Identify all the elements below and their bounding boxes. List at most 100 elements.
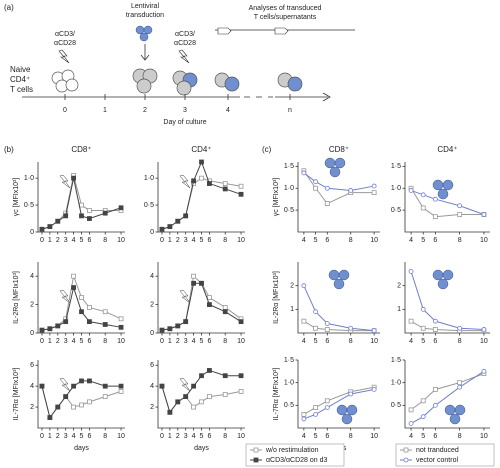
x-tick-label: 4 (192, 237, 196, 244)
chart-title: CD8⁺ (329, 145, 349, 154)
marker (191, 280, 196, 286)
x-tick-label: 2 (56, 237, 60, 244)
y-tick-label: 4 (30, 273, 34, 280)
x-tick-label: 1 (48, 433, 52, 440)
marker (79, 309, 84, 315)
marker (432, 318, 438, 324)
marker (87, 216, 92, 221)
legend-box (245, 443, 345, 467)
marker (87, 378, 92, 384)
x-tick-label: 6 (325, 237, 329, 244)
marker (301, 416, 307, 422)
x-tick-label: 3 (184, 237, 188, 244)
marker (222, 186, 228, 192)
x-tick-label: 5 (314, 237, 318, 244)
x-tick-label: 2 (176, 338, 180, 345)
y-tick-label: 2 (30, 301, 34, 308)
marker (55, 218, 61, 224)
marker (191, 178, 196, 184)
y-axis-label: γc [MFIx10³] (13, 178, 20, 217)
timeline-axis (22, 92, 331, 102)
arrow (140, 44, 150, 61)
x-tick-label: 3 (184, 338, 188, 345)
x-tick-label: 6 (325, 433, 329, 440)
x-tick-label: 1 (48, 338, 52, 345)
transduction-label: Lentiviral (131, 3, 159, 10)
panel-label: (c) (262, 145, 272, 154)
marker (420, 205, 426, 211)
marker (457, 203, 463, 209)
marker (39, 226, 45, 232)
marker (191, 383, 196, 389)
y-tick-label: 2 (30, 404, 34, 411)
panel-label: (a) (4, 3, 14, 12)
x-tick-label: 10 (370, 433, 378, 440)
cells (51, 68, 303, 96)
x-tick-label: 8 (103, 237, 107, 244)
day-label: 3 (183, 107, 187, 114)
naive-label: Naive (10, 65, 31, 74)
y-tick-label: 0 (150, 229, 154, 236)
x-tick-label: 8 (103, 433, 107, 440)
marker (222, 309, 228, 315)
y-tick-label: 0·5 (284, 402, 294, 409)
x-tick-label: 0 (160, 338, 164, 345)
marker (324, 321, 330, 326)
series-line (161, 160, 242, 230)
x-tick-label: 5 (200, 338, 204, 345)
chart-title: CD4⁺ (437, 145, 457, 154)
virus-icon (135, 25, 153, 42)
marker (199, 159, 204, 165)
y-axis-label: IL-2Rα [MFIx10³] (273, 271, 280, 324)
y-axis-label: IL-2Rα [MFIx10³] (13, 271, 20, 324)
marker (222, 373, 228, 379)
y-tick-label: 0 (30, 330, 34, 337)
axis-line (157, 162, 245, 233)
marker (238, 183, 244, 189)
legend-marker (253, 457, 259, 463)
x-tick-label: 5 (314, 338, 318, 345)
x-tick-label: 8 (349, 433, 353, 440)
y-tick-label: 2 (397, 283, 401, 290)
day-label: 2 (143, 107, 147, 114)
marker (408, 188, 414, 193)
marker (207, 394, 212, 400)
marker (71, 273, 76, 279)
y-tick-label: 1·0 (284, 185, 294, 192)
marker (102, 394, 108, 400)
marker (71, 404, 76, 410)
marker (87, 319, 92, 325)
marker (199, 399, 204, 405)
marker (79, 378, 84, 384)
x-tick-label: 6 (207, 237, 211, 244)
series-line (41, 274, 122, 331)
y-tick-label: 0·5 (391, 207, 401, 214)
y-tick-label: 1·0 (391, 185, 401, 192)
axis-line (404, 162, 490, 233)
y-tick-label: 2 (150, 301, 154, 308)
marker (199, 373, 204, 379)
marker (79, 295, 84, 300)
y-tick-label: 1·0 (391, 380, 401, 387)
marker (71, 175, 76, 181)
x-tick-label: 6 (207, 338, 211, 345)
marker (102, 383, 108, 389)
y-tick-label: 0 (150, 330, 154, 337)
x-tick-label: 10 (117, 433, 125, 440)
x-tick-label: 0 (160, 433, 164, 440)
stimulation-icons (59, 174, 191, 392)
marker (481, 327, 487, 332)
x-tick-label: 4 (302, 433, 306, 440)
y-tick-label: 4 (150, 383, 154, 390)
y-tick-label: 6 (150, 362, 154, 369)
y-tick-label: 1·5 (391, 163, 401, 170)
x-tick-label: 1 (168, 433, 172, 440)
x-axis-label: days (194, 445, 209, 452)
marker (313, 405, 318, 411)
legend-label: vector control (416, 457, 458, 464)
x-tick-label: 6 (87, 338, 91, 345)
marker (183, 213, 189, 219)
x-tick-label: 10 (237, 237, 245, 244)
marker (79, 202, 84, 208)
y-axis-label: IL-7Rα [MFIx10³] (13, 368, 20, 421)
